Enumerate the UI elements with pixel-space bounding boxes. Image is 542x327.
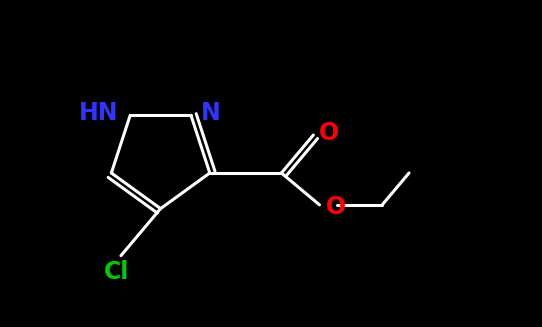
Text: N: N [201, 101, 221, 125]
Text: Cl: Cl [104, 260, 130, 284]
Text: O: O [319, 121, 339, 145]
Text: O: O [326, 195, 346, 219]
Text: HN: HN [79, 101, 118, 125]
